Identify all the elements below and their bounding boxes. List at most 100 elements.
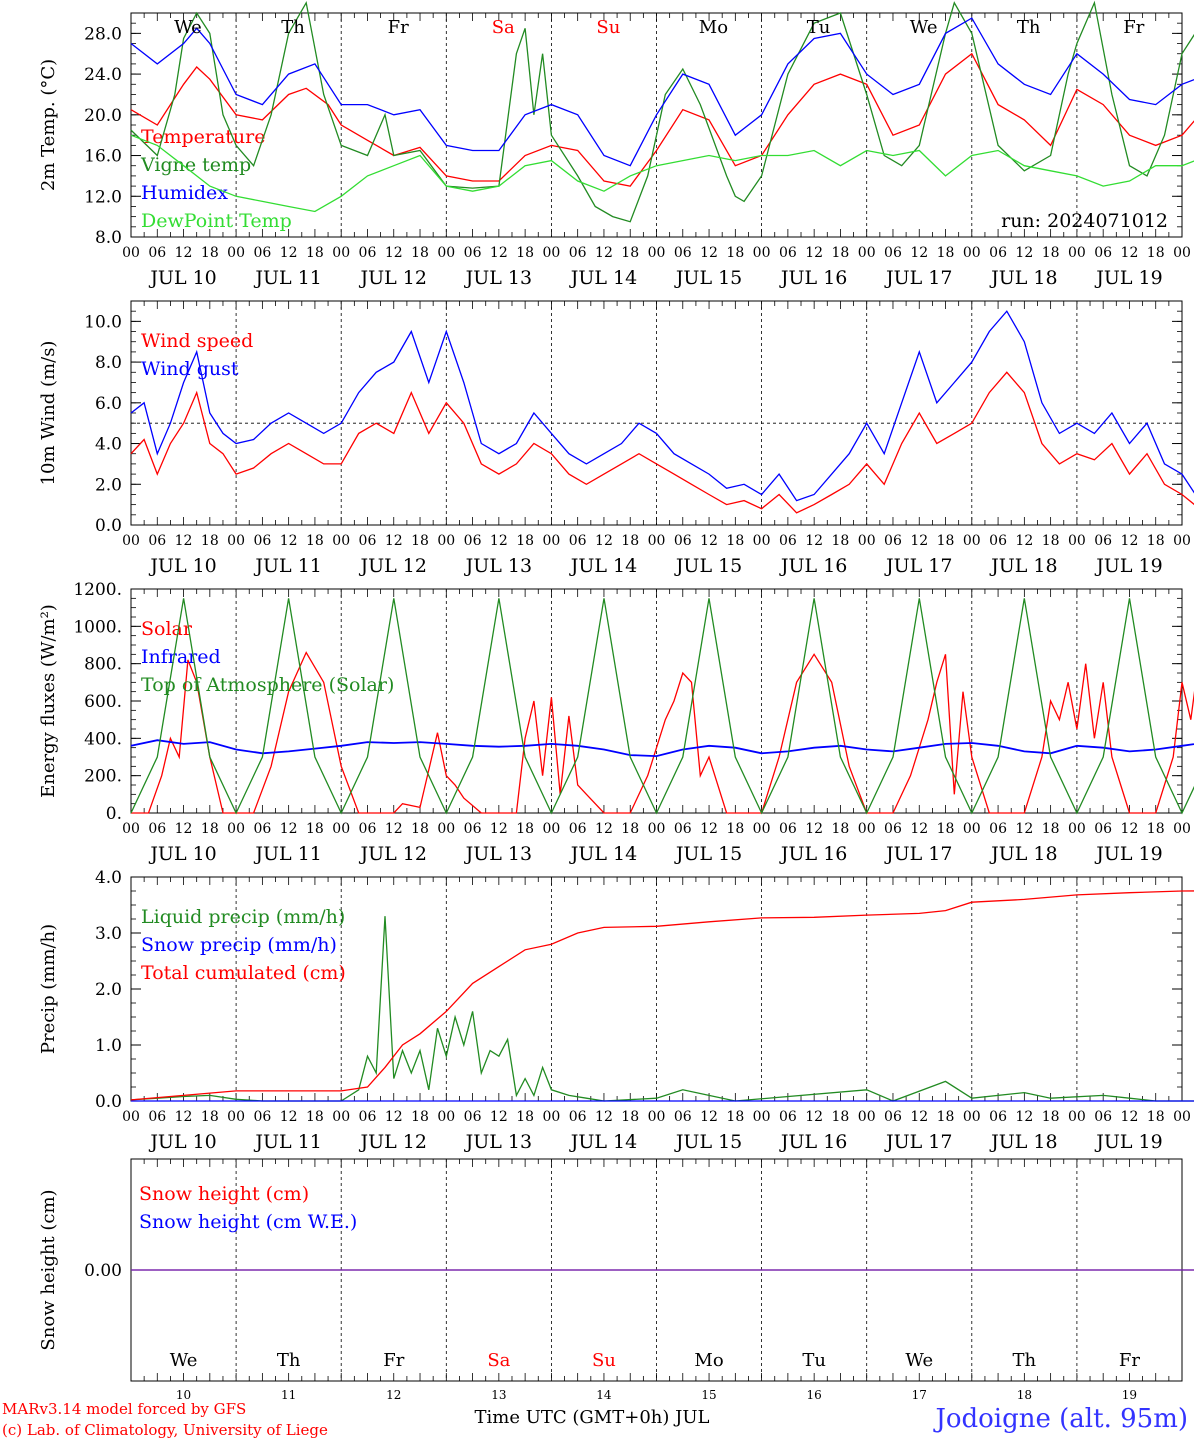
- legend-entry: Snow height (cm W.E.): [139, 1211, 357, 1233]
- hour-label: 18: [411, 821, 429, 837]
- hour-label: 12: [595, 1109, 613, 1125]
- hour-label: 00: [227, 533, 245, 549]
- hour-label: 06: [884, 1109, 902, 1125]
- y-tick-label: 1.0: [95, 1036, 122, 1056]
- hour-label: 06: [1094, 821, 1112, 837]
- panel-1: 8.012.016.020.024.028.02m Temp. (°C) Temp…: [38, 0, 1194, 289]
- date-label: JUL 11: [253, 267, 321, 289]
- series-line: [130, 310, 1194, 502]
- hour-label: 12: [1015, 245, 1033, 261]
- hour-label: 06: [253, 821, 271, 837]
- date-label: JUL 19: [1094, 267, 1162, 289]
- weekday-label: Fr: [1119, 1350, 1140, 1371]
- date-label: JUL 14: [569, 555, 637, 577]
- hour-label: 00: [963, 821, 981, 837]
- hour-label: 12: [280, 821, 298, 837]
- hour-label: 12: [175, 245, 193, 261]
- date-label: JUL 12: [359, 1131, 427, 1153]
- weekday-label: Fr: [388, 17, 409, 38]
- legend-entry: Wind gust: [141, 358, 239, 380]
- y-tick-label: 16.0: [84, 147, 122, 167]
- hour-label: 00: [963, 533, 981, 549]
- hour-label: 18: [1042, 533, 1060, 549]
- hour-label: 12: [595, 533, 613, 549]
- weekday-label: We: [174, 17, 202, 38]
- hour-label: 06: [569, 245, 587, 261]
- date-label: JUL 13: [464, 843, 532, 865]
- hour-label: 00: [122, 821, 140, 837]
- hour-label: 06: [253, 245, 271, 261]
- date-label: JUL 15: [674, 1131, 742, 1153]
- series-line: [130, 52, 1194, 187]
- hour-label: 00: [648, 1109, 666, 1125]
- weekday-label: Su: [596, 17, 620, 38]
- hour-label: 18: [201, 245, 219, 261]
- hour-label: 06: [779, 821, 797, 837]
- y-tick-label: 24.0: [84, 65, 122, 85]
- date-label: JUL 12: [359, 843, 427, 865]
- hour-label: 12: [385, 1109, 403, 1125]
- hour-label: 06: [359, 245, 377, 261]
- date-label: JUL 17: [884, 843, 952, 865]
- hour-label: 00: [542, 245, 560, 261]
- weekday-label: Th: [1013, 1350, 1037, 1371]
- hour-label: 12: [490, 1109, 508, 1125]
- y-tick-label: 10.0: [84, 312, 122, 332]
- hour-label: 00: [122, 533, 140, 549]
- hour-label: 06: [674, 245, 692, 261]
- date-label: JUL 14: [569, 267, 637, 289]
- station-name: Jodoigne (alt. 95m): [932, 1404, 1188, 1434]
- hour-label: 18: [726, 821, 744, 837]
- hour-label: 06: [674, 1109, 692, 1125]
- hour-label: 06: [253, 533, 271, 549]
- hour-label: 12: [595, 245, 613, 261]
- day-number: 14: [596, 1388, 612, 1402]
- hour-label: 12: [805, 1109, 823, 1125]
- hour-label: 06: [779, 245, 797, 261]
- hour-label: 00: [332, 821, 350, 837]
- panel-4: 0.0 1.0 2.0 3.0 4.0 Precip (mm/h) Liquid preci…: [38, 868, 1194, 1153]
- hour-label: 18: [937, 533, 955, 549]
- y-tick-label: 20.0: [84, 106, 122, 126]
- weekday-label: We: [170, 1350, 198, 1371]
- date-label: JUL 18: [989, 1131, 1057, 1153]
- hour-label: 06: [989, 821, 1007, 837]
- lab-credit: (c) Lab. of Climatology, University of L…: [2, 1421, 328, 1439]
- day-number: 18: [1017, 1388, 1032, 1402]
- hour-label: 12: [280, 245, 298, 261]
- day-number: 19: [1122, 1388, 1137, 1402]
- hour-label: 12: [910, 245, 928, 261]
- y-tick-label: 28.0: [84, 24, 122, 44]
- y-tick-label: 4.0: [95, 435, 122, 455]
- panel-5: 0.00 Snow height (cm) Snow height (cm) Snow…: [38, 1158, 1194, 1402]
- weekday-label: Su: [592, 1350, 616, 1371]
- day-number: 11: [281, 1388, 296, 1402]
- y-tick-label: 4.0: [95, 868, 122, 888]
- model-credit: MARv3.14 model forced by GFS: [2, 1400, 246, 1418]
- hour-label: 18: [516, 245, 534, 261]
- hour-label: 00: [332, 245, 350, 261]
- hour-label: 00: [1173, 1109, 1191, 1125]
- panel-2: 0.0 2.0 4.0 6.0 8.0 10.0 10m Wind (m/s) Wind sp…: [38, 300, 1194, 577]
- date-label: JUL 13: [464, 1131, 532, 1153]
- day-number: 12: [386, 1388, 401, 1402]
- y-tick-label: 2.0: [95, 980, 122, 1000]
- y-tick-label: 0.0: [95, 516, 122, 536]
- series-line: [130, 916, 1194, 1102]
- hour-label: 06: [674, 821, 692, 837]
- hour-label: 18: [621, 533, 639, 549]
- hour-label: 18: [411, 533, 429, 549]
- hour-label: 06: [359, 1109, 377, 1125]
- y-tick-label: 0.0: [95, 1092, 122, 1112]
- hour-label: 18: [621, 821, 639, 837]
- hour-label: 12: [595, 821, 613, 837]
- hour-label: 00: [122, 1109, 140, 1125]
- hour-label: 12: [490, 533, 508, 549]
- hour-label: 18: [306, 821, 324, 837]
- hour-label: 00: [1173, 245, 1191, 261]
- weekday-label: Tu: [802, 1350, 826, 1371]
- date-label: JUL 16: [779, 843, 847, 865]
- hour-label: 06: [1094, 1109, 1112, 1125]
- hour-label: 06: [148, 245, 166, 261]
